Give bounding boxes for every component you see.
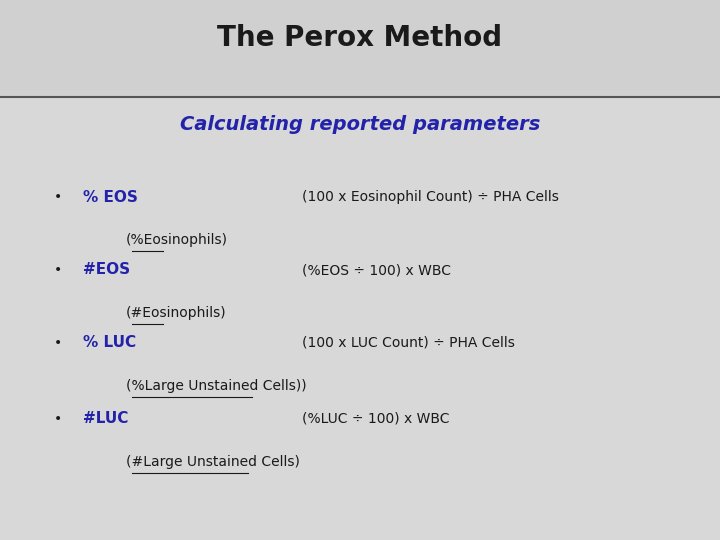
- Text: % LUC: % LUC: [83, 335, 136, 350]
- Text: (#Eosinophils): (#Eosinophils): [126, 306, 227, 320]
- Text: (%Eosinophils): (%Eosinophils): [126, 233, 228, 247]
- Text: (100 x Eosinophil Count) ÷ PHA Cells: (100 x Eosinophil Count) ÷ PHA Cells: [302, 190, 559, 204]
- Text: •: •: [53, 336, 62, 350]
- Text: •: •: [53, 411, 62, 426]
- Text: #EOS: #EOS: [83, 262, 130, 278]
- Text: #LUC: #LUC: [83, 411, 128, 426]
- Text: % EOS: % EOS: [83, 190, 138, 205]
- Text: (%LUC ÷ 100) x WBC: (%LUC ÷ 100) x WBC: [302, 411, 450, 426]
- Text: (%EOS ÷ 100) x WBC: (%EOS ÷ 100) x WBC: [302, 263, 451, 277]
- Text: Calculating reported parameters: Calculating reported parameters: [180, 114, 540, 134]
- FancyBboxPatch shape: [0, 0, 720, 97]
- Text: •: •: [53, 190, 62, 204]
- Text: (%Large Unstained Cells)): (%Large Unstained Cells)): [126, 379, 307, 393]
- Text: •: •: [53, 263, 62, 277]
- Text: The Perox Method: The Perox Method: [217, 24, 503, 52]
- Text: (#Large Unstained Cells): (#Large Unstained Cells): [126, 455, 300, 469]
- Text: (100 x LUC Count) ÷ PHA Cells: (100 x LUC Count) ÷ PHA Cells: [302, 336, 516, 350]
